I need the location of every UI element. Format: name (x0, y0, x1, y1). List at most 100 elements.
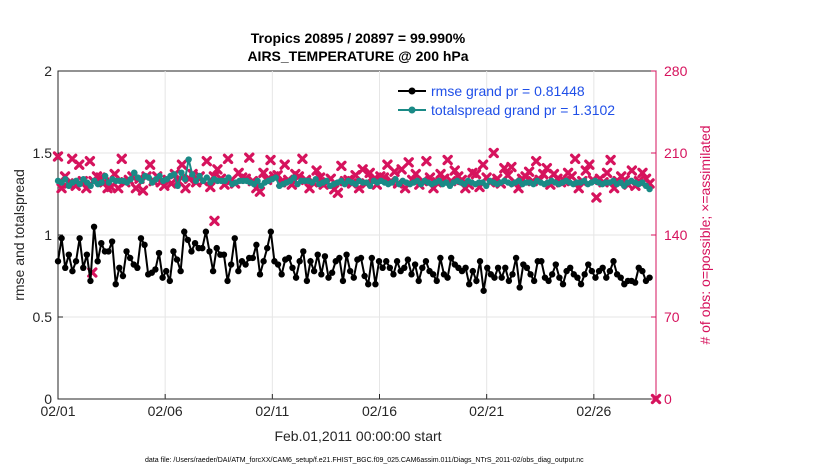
rmse-point (274, 261, 282, 268)
totalspread-point (225, 174, 232, 181)
obs-marker-last-day-zero (650, 393, 662, 405)
rmse-point (256, 271, 264, 278)
rmse-point (646, 274, 653, 281)
rmse-point (267, 228, 275, 235)
obs-marker (421, 156, 432, 167)
rmse-point (54, 258, 62, 265)
obs-marker (56, 182, 67, 194)
rmse-point (516, 284, 523, 291)
obs-marker (222, 153, 234, 165)
rmse-point (83, 251, 91, 258)
rmse-point (447, 254, 455, 262)
obs-marker (573, 182, 584, 194)
rmse-point (170, 248, 177, 255)
obs-marker (477, 159, 489, 170)
obs-marker (332, 187, 344, 199)
totalspread-point (272, 174, 279, 181)
x-tick-label: 02/11 (255, 403, 289, 419)
totalspread-point (138, 177, 145, 185)
rmse-point (123, 248, 130, 255)
rmse-point (422, 258, 430, 265)
y-right-tick-label: 0 (664, 391, 672, 407)
rmse-point (368, 254, 376, 262)
legend-rmse-label: rmse grand pr = 0.81448 (431, 83, 585, 99)
rmse-point (108, 238, 116, 245)
rmse-point (163, 267, 170, 275)
totalspread-point (312, 176, 319, 183)
rmse-point (339, 277, 347, 285)
rmse-point (408, 271, 415, 278)
rmse-point (559, 281, 567, 288)
rmse-point (462, 264, 469, 271)
rmse-point (141, 241, 148, 249)
y-left-tick-label: 2 (44, 63, 52, 79)
rmse-point (512, 254, 520, 262)
rmse-point (119, 272, 127, 280)
totalspread-point (646, 185, 653, 193)
obs-marker (116, 153, 127, 165)
obs-marker (470, 168, 482, 180)
rmse-point (224, 277, 231, 285)
rmse-point (393, 258, 401, 265)
obs-marker (297, 153, 308, 165)
rmse-point (242, 261, 249, 268)
rmse-point (411, 261, 419, 268)
rmse-point (90, 223, 98, 230)
rmse-point (206, 248, 213, 255)
rmse-point (375, 258, 383, 265)
obs-marker (254, 186, 266, 197)
rmse-point (307, 258, 314, 265)
x-tick-label: 02/06 (148, 403, 183, 419)
obs-marker (580, 165, 592, 176)
totalspread-point (189, 171, 196, 178)
rmse-point (639, 267, 646, 275)
rmse-point (159, 274, 166, 281)
totalspread-point (192, 177, 200, 185)
rmse-point (610, 258, 617, 265)
totalspread-point (145, 174, 152, 181)
obs-marker (311, 165, 322, 176)
rmse-point (545, 277, 552, 285)
legend-spread-label: totalspread grand pr = 1.3102 (431, 102, 615, 118)
rmse-point (538, 258, 545, 265)
rmse-point (213, 244, 220, 252)
rmse-point (581, 271, 588, 278)
y-left-tick-label: 0.5 (33, 309, 53, 325)
rmse-point (401, 264, 408, 271)
rmse-point (325, 274, 332, 281)
obs-marker (584, 159, 595, 170)
y-right-tick-label: 140 (664, 227, 688, 243)
x-tick-label: 02/26 (576, 403, 611, 419)
obs-marker (506, 161, 517, 173)
rmse-point (336, 254, 343, 262)
rmse-point (556, 274, 563, 281)
rmse-point (523, 264, 531, 271)
rmse-point (235, 267, 242, 275)
y-axis-left-label: rmse and totalspread (11, 169, 27, 301)
rmse-point (314, 251, 321, 258)
totalspread-point (203, 174, 210, 181)
rmse-point (494, 264, 502, 271)
totalspread-point (62, 176, 69, 183)
totalspread-point (392, 176, 399, 183)
rmse-point (383, 258, 390, 265)
obs-marker (212, 164, 223, 175)
rmse-point (69, 267, 76, 275)
chart-subtitle: AIRS_TEMPERATURE @ 200 hPa (247, 48, 468, 64)
rmse-point (105, 248, 112, 255)
rmse-point (80, 264, 87, 271)
rmse-point (328, 269, 336, 276)
rmse-point (181, 228, 188, 235)
rmse-point (390, 271, 397, 278)
rmse-point (318, 271, 325, 278)
totalspread-point (323, 177, 330, 185)
obs-marker (601, 167, 613, 179)
rmse-point (509, 271, 516, 278)
rmse-point (343, 251, 350, 258)
rmse-point (346, 267, 354, 275)
legend-rmse-marker (408, 87, 416, 95)
obs-marker (176, 159, 188, 170)
rmse-point (577, 281, 585, 288)
obs-marker (591, 192, 602, 203)
obs-marker (488, 147, 499, 159)
